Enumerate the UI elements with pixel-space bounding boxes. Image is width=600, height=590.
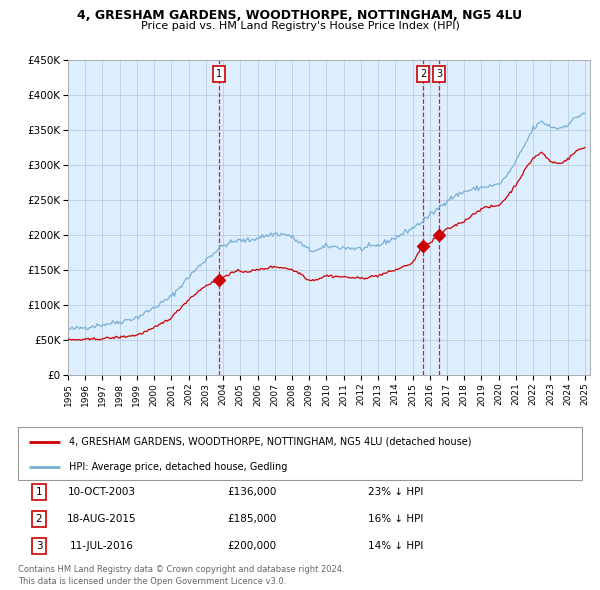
Text: This data is licensed under the Open Government Licence v3.0.: This data is licensed under the Open Gov…	[18, 578, 286, 586]
Text: 4, GRESHAM GARDENS, WOODTHORPE, NOTTINGHAM, NG5 4LU (detached house): 4, GRESHAM GARDENS, WOODTHORPE, NOTTINGH…	[69, 437, 471, 447]
Text: 3: 3	[35, 541, 43, 551]
Text: £136,000: £136,000	[227, 487, 277, 497]
Text: 10-OCT-2003: 10-OCT-2003	[68, 487, 136, 497]
Text: 4, GRESHAM GARDENS, WOODTHORPE, NOTTINGHAM, NG5 4LU: 4, GRESHAM GARDENS, WOODTHORPE, NOTTINGH…	[77, 9, 523, 22]
Text: £185,000: £185,000	[227, 514, 277, 524]
Text: 23% ↓ HPI: 23% ↓ HPI	[368, 487, 424, 497]
Text: 2: 2	[420, 69, 427, 79]
Text: £200,000: £200,000	[227, 541, 277, 551]
Text: 11-JUL-2016: 11-JUL-2016	[70, 541, 134, 551]
Text: Price paid vs. HM Land Registry's House Price Index (HPI): Price paid vs. HM Land Registry's House …	[140, 21, 460, 31]
Text: 3: 3	[436, 69, 442, 79]
Text: Contains HM Land Registry data © Crown copyright and database right 2024.: Contains HM Land Registry data © Crown c…	[18, 565, 344, 575]
Text: HPI: Average price, detached house, Gedling: HPI: Average price, detached house, Gedl…	[69, 462, 287, 472]
FancyBboxPatch shape	[18, 427, 582, 480]
Text: 18-AUG-2015: 18-AUG-2015	[67, 514, 137, 524]
Text: 1: 1	[216, 69, 223, 79]
Text: 14% ↓ HPI: 14% ↓ HPI	[368, 541, 424, 551]
Text: 1: 1	[35, 487, 43, 497]
Text: 16% ↓ HPI: 16% ↓ HPI	[368, 514, 424, 524]
Text: 2: 2	[35, 514, 43, 524]
